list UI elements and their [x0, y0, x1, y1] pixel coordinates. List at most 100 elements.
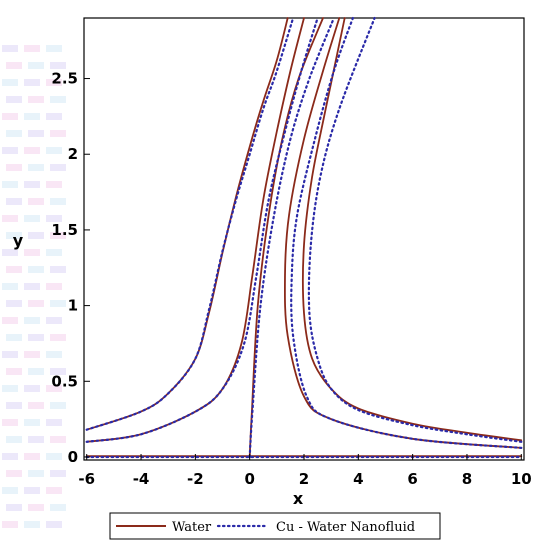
- background-ghost-labels: [2, 45, 66, 528]
- ghost-mark: [24, 181, 40, 188]
- ghost-mark: [50, 402, 66, 409]
- x-axis-label: x: [293, 489, 304, 508]
- ghost-mark: [24, 113, 40, 120]
- ghost-mark: [24, 351, 40, 358]
- ghost-mark: [24, 487, 40, 494]
- ghost-mark: [2, 317, 18, 324]
- nanofluid-streamline: [85, 16, 295, 431]
- x-tick-label: -4: [133, 470, 150, 488]
- ghost-mark: [6, 504, 22, 511]
- ghost-mark: [50, 198, 66, 205]
- ghost-mark: [28, 164, 44, 171]
- ghost-mark: [24, 79, 40, 86]
- ghost-mark: [2, 249, 18, 256]
- ghost-mark: [28, 232, 44, 239]
- ghost-mark: [28, 96, 44, 103]
- ghost-mark: [46, 453, 62, 460]
- ghost-mark: [50, 504, 66, 511]
- x-tick-label: 6: [407, 470, 417, 488]
- ghost-mark: [46, 147, 62, 154]
- x-tick-label: -2: [187, 470, 204, 488]
- ghost-mark: [24, 317, 40, 324]
- water-streamline: [85, 17, 289, 431]
- ghost-mark: [46, 521, 62, 528]
- x-tick-label: 4: [353, 470, 363, 488]
- ghost-mark: [2, 113, 18, 120]
- ghost-mark: [50, 368, 66, 375]
- ghost-mark: [24, 249, 40, 256]
- ghost-mark: [46, 385, 62, 392]
- ghost-mark: [6, 436, 22, 443]
- ghost-mark: [6, 368, 22, 375]
- ghost-mark: [2, 351, 18, 358]
- ghost-mark: [28, 334, 44, 341]
- y-tick-label: 0: [68, 448, 78, 466]
- ghost-mark: [2, 147, 18, 154]
- x-tick-label: -6: [78, 470, 95, 488]
- ghost-mark: [28, 130, 44, 137]
- y-tick-label: 1: [68, 297, 78, 315]
- ghost-mark: [24, 453, 40, 460]
- ghost-mark: [50, 266, 66, 273]
- y-tick-label: 2.5: [51, 70, 78, 88]
- ghost-mark: [6, 402, 22, 409]
- ghost-mark: [2, 385, 18, 392]
- ghost-mark: [28, 198, 44, 205]
- x-tick-label: 0: [244, 470, 254, 488]
- y-axis-label: y: [13, 231, 24, 250]
- ghost-mark: [46, 181, 62, 188]
- x-tick-label: 8: [462, 470, 472, 488]
- ghost-mark: [50, 62, 66, 69]
- nanofluid-streamline: [290, 16, 523, 449]
- ghost-mark: [2, 181, 18, 188]
- ghost-mark: [24, 283, 40, 290]
- nanofluid-streamline: [85, 16, 319, 443]
- legend: Water Cu - Water Nanofluid: [109, 512, 441, 540]
- ghost-mark: [46, 45, 62, 52]
- y-axis-ticks: 0 0.5 1 1.5 2 2.5: [51, 70, 90, 466]
- water-streamline: [283, 17, 523, 449]
- ghost-mark: [46, 79, 62, 86]
- ghost-mark: [2, 521, 18, 528]
- ghost-mark: [50, 470, 66, 477]
- ghost-mark: [2, 215, 18, 222]
- y-tick-label: 2: [68, 145, 78, 163]
- ghost-mark: [24, 215, 40, 222]
- ghost-mark: [2, 45, 18, 52]
- ghost-mark: [6, 300, 22, 307]
- y-tick-label: 0.5: [51, 372, 78, 390]
- ghost-mark: [28, 368, 44, 375]
- ghost-mark: [50, 334, 66, 341]
- water-streamline: [302, 17, 523, 442]
- water-streamline: [85, 17, 305, 443]
- ghost-mark: [2, 487, 18, 494]
- ghost-mark: [6, 266, 22, 273]
- ghost-mark: [2, 283, 18, 290]
- x-tick-label: 10: [511, 470, 532, 488]
- ghost-mark: [50, 436, 66, 443]
- x-axis-ticks: -6 -4 -2 0 2 4 6 8 10: [78, 454, 532, 488]
- ghost-mark: [50, 300, 66, 307]
- ghost-mark: [6, 334, 22, 341]
- ghost-mark: [2, 79, 18, 86]
- ghost-mark: [28, 470, 44, 477]
- ghost-mark: [46, 283, 62, 290]
- legend-label-nanofluid: Cu - Water Nanofluid: [276, 520, 415, 535]
- ghost-mark: [50, 164, 66, 171]
- curves-layer: [85, 16, 523, 459]
- ghost-mark: [6, 62, 22, 69]
- nanofluid-streamline: [248, 16, 335, 459]
- ghost-mark: [6, 232, 22, 239]
- y-tick-label: 1.5: [51, 221, 78, 239]
- ghost-mark: [46, 487, 62, 494]
- ghost-mark: [24, 521, 40, 528]
- ghost-mark: [24, 45, 40, 52]
- ghost-mark: [50, 232, 66, 239]
- ghost-mark: [50, 130, 66, 137]
- ghost-mark: [46, 249, 62, 256]
- ghost-mark: [46, 113, 62, 120]
- ghost-mark: [28, 436, 44, 443]
- ghost-mark: [24, 147, 40, 154]
- ghost-mark: [50, 96, 66, 103]
